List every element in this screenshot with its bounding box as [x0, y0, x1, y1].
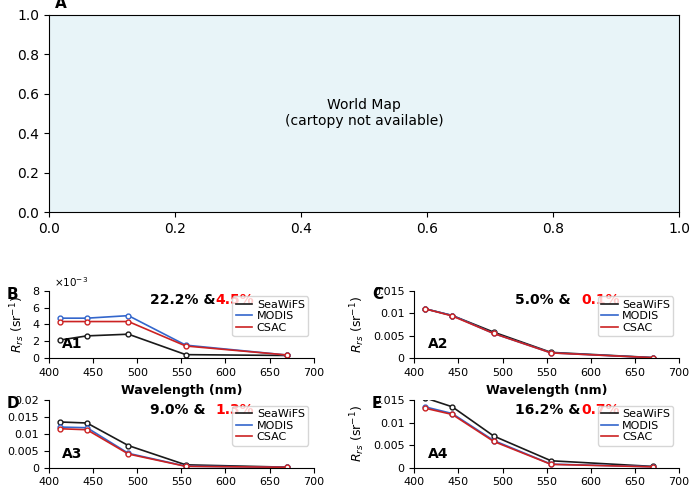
Y-axis label: $R_{rs}$ (sr$^{-1}$): $R_{rs}$ (sr$^{-1}$)	[8, 296, 27, 353]
Text: 9.0% &: 9.0% &	[150, 403, 210, 417]
Text: 4.5%: 4.5%	[216, 294, 255, 307]
Text: 22.2% &: 22.2% &	[150, 294, 220, 307]
Legend: SeaWiFS, MODIS, CSAC: SeaWiFS, MODIS, CSAC	[232, 296, 308, 337]
Text: World Map
(cartopy not available): World Map (cartopy not available)	[285, 98, 443, 129]
Legend: SeaWiFS, MODIS, CSAC: SeaWiFS, MODIS, CSAC	[598, 296, 673, 337]
Y-axis label: $R_{rs}$ (sr$^{-1}$): $R_{rs}$ (sr$^{-1}$)	[349, 405, 368, 462]
Text: B: B	[6, 287, 18, 302]
Y-axis label: $R_{rs}$ (sr$^{-1}$): $R_{rs}$ (sr$^{-1}$)	[0, 405, 2, 462]
Text: A4: A4	[428, 447, 448, 461]
Text: 0.7%: 0.7%	[581, 403, 620, 417]
X-axis label: Wavelength (nm): Wavelength (nm)	[486, 383, 608, 396]
Text: 5.0% &: 5.0% &	[515, 294, 575, 307]
Text: 0.1%: 0.1%	[581, 294, 620, 307]
Text: D: D	[6, 396, 20, 411]
Legend: SeaWiFS, MODIS, CSAC: SeaWiFS, MODIS, CSAC	[598, 406, 673, 446]
Y-axis label: $R_{rs}$ (sr$^{-1}$): $R_{rs}$ (sr$^{-1}$)	[349, 296, 368, 353]
Text: 1.3%: 1.3%	[216, 403, 254, 417]
Text: A: A	[55, 0, 67, 11]
Legend: SeaWiFS, MODIS, CSAC: SeaWiFS, MODIS, CSAC	[232, 406, 308, 446]
X-axis label: Wavelength (nm): Wavelength (nm)	[120, 383, 242, 396]
Text: E: E	[372, 396, 382, 411]
Text: C: C	[372, 287, 383, 302]
Text: 16.2% &: 16.2% &	[515, 403, 585, 417]
Text: A3: A3	[62, 447, 83, 461]
Text: $\times10^{-3}$: $\times10^{-3}$	[55, 275, 88, 289]
Text: A2: A2	[428, 337, 448, 352]
Text: A1: A1	[62, 337, 83, 352]
